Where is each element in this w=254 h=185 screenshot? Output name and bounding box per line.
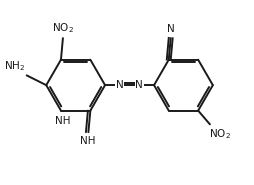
Text: NH: NH bbox=[55, 115, 71, 125]
Text: N: N bbox=[116, 80, 124, 90]
Text: NH: NH bbox=[80, 136, 95, 146]
Text: N: N bbox=[167, 24, 174, 34]
Text: NO$_2$: NO$_2$ bbox=[209, 127, 231, 141]
Text: N: N bbox=[135, 80, 143, 90]
Text: NH$_2$: NH$_2$ bbox=[4, 60, 25, 73]
Text: NO$_2$: NO$_2$ bbox=[52, 21, 74, 35]
